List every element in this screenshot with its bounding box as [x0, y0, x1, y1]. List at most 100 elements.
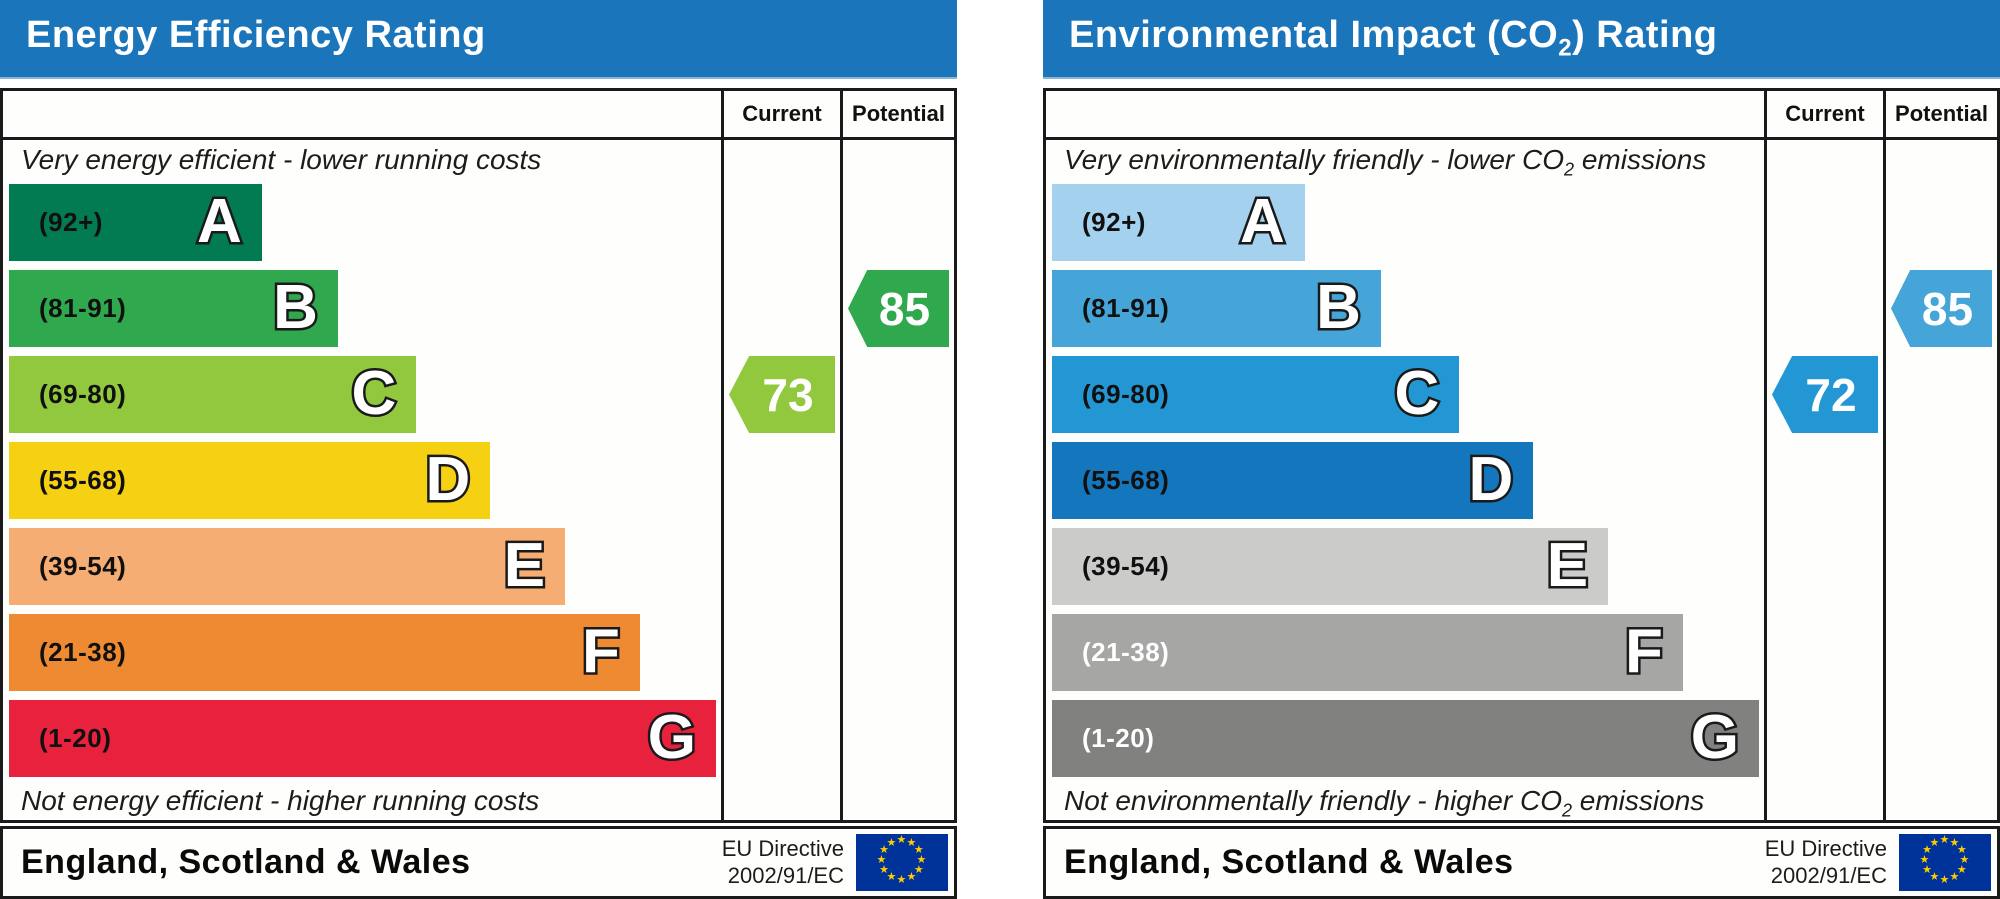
- current-arrow: 73: [729, 356, 835, 433]
- current-arrow-value: 73: [762, 368, 814, 421]
- region-label: England, Scotland & Wales: [1064, 843, 1514, 881]
- band-row: (81-91) B: [1052, 270, 1764, 347]
- chart-footer: England, Scotland & Wales EU Directive 20…: [1043, 826, 2000, 899]
- band-letter: D: [423, 442, 473, 516]
- band-row: (92+) A: [1052, 184, 1764, 261]
- chart-title-pre: Environmental Impact (CO: [1069, 14, 1559, 57]
- table-header-row: Current Potential: [1046, 91, 1997, 140]
- band-row: (69-80) C: [1052, 356, 1764, 433]
- eu-flag-star: ★: [886, 836, 897, 849]
- band-bar-c: (69-80) C: [9, 356, 417, 433]
- table-header-row: Current Potential: [3, 91, 954, 140]
- bands-list: (92+) A (81-91) B (69-80) C (55-68) D (39-54) E (2…: [1052, 184, 1764, 777]
- band-bar-a: (92+) A: [9, 184, 262, 261]
- chart-title-pre: Energy Efficiency Rating: [26, 14, 486, 57]
- chart-title: Energy Efficiency Rating: [26, 14, 486, 63]
- band-range-label: (81-91): [1082, 293, 1170, 323]
- band-letter: G: [645, 700, 698, 774]
- eu-flag-star: ★: [879, 844, 890, 856]
- band-range-label: (39-54): [1082, 551, 1170, 581]
- band-range-label: (21-38): [39, 637, 127, 667]
- band-bar-f: (21-38) F: [1052, 614, 1683, 691]
- current-arrow-value: 72: [1805, 368, 1857, 421]
- band-row: (1-20) G: [9, 700, 721, 777]
- potential-column-header: Potential: [1883, 91, 1997, 137]
- band-range-label: (92+): [39, 207, 103, 237]
- eu-flag-star: ★: [916, 854, 927, 866]
- caption-top: Very environmentally friendly - lower CO…: [1052, 140, 1764, 184]
- caption-bottom: Not environmentally friendly - higher CO…: [1052, 784, 1764, 820]
- eu-flag-star: ★: [913, 864, 924, 876]
- eu-flag-star: ★: [1956, 864, 1967, 876]
- band-letter: G: [1688, 700, 1741, 774]
- band-bar-c: (69-80) C: [1052, 356, 1460, 433]
- band-range-label: (92+): [1082, 207, 1146, 237]
- band-range-label: (69-80): [1082, 379, 1170, 409]
- bands-list: (92+) A (81-91) B (69-80) C (55-68) D (39-54) E (2…: [9, 184, 721, 777]
- eu-flag-star: ★: [1959, 854, 1970, 866]
- eu-directive-label: EU Directive 2002/91/EC: [1765, 836, 1887, 890]
- band-row: (1-20) G: [1052, 700, 1764, 777]
- eu-flag: ★ ★ ★ ★ ★ ★ ★ ★ ★ ★ ★ ★: [1899, 834, 1991, 891]
- band-bar-f: (21-38) F: [9, 614, 640, 691]
- band-letter: A: [194, 184, 244, 258]
- band-row: (39-54) E: [1052, 528, 1764, 605]
- band-bar-b: (81-91) B: [9, 270, 338, 347]
- eu-flag-star: ★: [1939, 834, 1950, 846]
- band-letter: B: [1314, 270, 1364, 344]
- eu-flag-star: ★: [1919, 854, 1930, 866]
- band-row: (21-38) F: [9, 614, 721, 691]
- rating-table: Current Potential Very energy efficient …: [0, 88, 957, 823]
- band-bar-e: (39-54) E: [1052, 528, 1609, 605]
- eu-flag-star: ★: [1929, 871, 1940, 884]
- caption-top-pre: Very energy efficient - lower running co…: [21, 143, 542, 175]
- band-letter: C: [349, 356, 399, 430]
- band-bar-e: (39-54) E: [9, 528, 566, 605]
- header-spacer: [1046, 91, 1764, 137]
- chart-title-bar: Environmental Impact (CO2) Rating: [1043, 0, 2000, 79]
- band-letter: E: [501, 528, 547, 602]
- band-row: (55-68) D: [1052, 442, 1764, 519]
- band-row: (92+) A: [9, 184, 721, 261]
- eu-flag: ★ ★ ★ ★ ★ ★ ★ ★ ★ ★ ★ ★: [856, 834, 948, 891]
- bands-column: Very environmentally friendly - lower CO…: [1046, 140, 1764, 820]
- eu-directive-line2: 2002/91/EC: [1770, 862, 1887, 888]
- caption-top-pre: Very environmentally friendly - lower CO: [1064, 143, 1565, 175]
- eu-flag-star: ★: [906, 836, 917, 849]
- band-range-label: (55-68): [39, 465, 127, 495]
- caption-bottom-sub: 2: [1561, 800, 1572, 820]
- eu-flag-star: ★: [1949, 836, 1960, 849]
- band-bar-g: (1-20) G: [1052, 700, 1760, 777]
- eu-flag-star: ★: [896, 834, 907, 846]
- potential-arrow: 85: [1891, 270, 1992, 347]
- band-range-label: (39-54): [39, 551, 127, 581]
- header-spacer: [3, 91, 721, 137]
- band-bar-d: (55-68) D: [1052, 442, 1534, 519]
- potential-column: 85: [840, 140, 954, 820]
- band-letter: F: [579, 614, 622, 688]
- band-bar-d: (55-68) D: [9, 442, 491, 519]
- band-row: (21-38) F: [1052, 614, 1764, 691]
- caption-bottom-pre: Not energy efficient - higher running co…: [21, 784, 540, 816]
- eu-flag-star: ★: [1922, 844, 1933, 856]
- eu-flag-star: ★: [1922, 864, 1933, 876]
- band-range-label: (21-38): [1082, 637, 1170, 667]
- chart-title-bar: Energy Efficiency Rating: [0, 0, 957, 79]
- eu-flag-star: ★: [1929, 836, 1940, 849]
- band-range-label: (55-68): [1082, 465, 1170, 495]
- eu-flag-star: ★: [1939, 874, 1950, 886]
- band-letter: E: [1544, 528, 1590, 602]
- band-range-label: (69-80): [39, 379, 127, 409]
- caption-bottom-pre: Not environmentally friendly - higher CO: [1064, 784, 1562, 816]
- eu-flag-star: ★: [1949, 871, 1960, 884]
- caption-top-post: emissions: [1574, 143, 1707, 175]
- rating-table: Current Potential Very environmentally f…: [1043, 88, 2000, 823]
- table-body: Very energy efficient - lower running co…: [3, 140, 954, 820]
- band-row: (69-80) C: [9, 356, 721, 433]
- chart-footer: England, Scotland & Wales EU Directive 20…: [0, 826, 957, 899]
- eu-flag-star: ★: [879, 864, 890, 876]
- eu-flag-star: ★: [876, 854, 887, 866]
- band-bar-g: (1-20) G: [9, 700, 717, 777]
- caption-top: Very energy efficient - lower running co…: [9, 140, 721, 184]
